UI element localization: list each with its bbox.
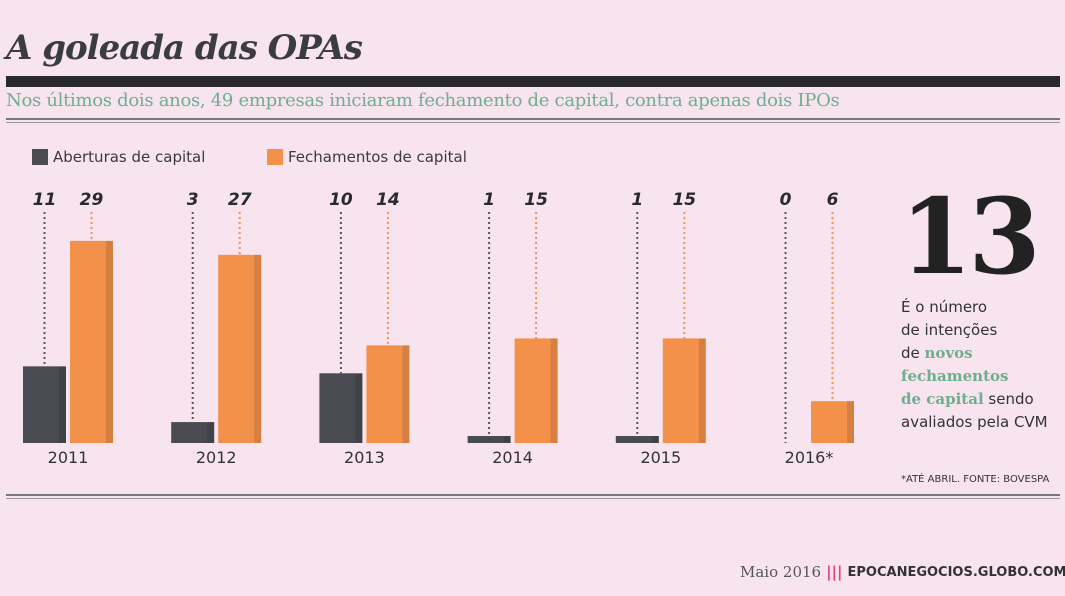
note-green-text: de capital [901, 390, 984, 408]
note-text: de [901, 344, 925, 362]
x-tick-label: 2012 [196, 448, 237, 467]
bar-shade [698, 338, 706, 443]
chart-subtitle: Nos últimos dois anos, 49 empresas inici… [6, 90, 840, 111]
bar-aberturas-2014 [467, 436, 511, 443]
bar-aberturas-2015 [615, 436, 659, 443]
subtitle-rule [6, 118, 1060, 123]
legend-item-fechamentos: Fechamentos de capital [267, 148, 467, 166]
bar-shade [59, 366, 66, 443]
bar-aberturas-2011 [23, 366, 66, 443]
data-label: 27 [228, 190, 252, 210]
data-label: 3 [187, 190, 199, 210]
legend-item-aberturas: Aberturas de capital [32, 148, 205, 166]
page-footer: Maio 2016 ||| EPOCANEGOCIOS.GLOBO.COM [740, 563, 1065, 581]
x-tick-label: 2015 [640, 448, 681, 467]
bar-shade [550, 338, 558, 443]
bottom-rule [6, 494, 1060, 499]
bar-shade [207, 422, 215, 443]
footer-url: EPOCANEGOCIOS.GLOBO.COM [847, 564, 1065, 580]
note-green-text: novos [924, 344, 973, 362]
bar-shade [402, 345, 410, 443]
bar-shade [254, 254, 262, 443]
data-label: 11 [33, 190, 57, 210]
bar-fechamentos-2013 [366, 345, 410, 443]
note-green-text: fechamentos [901, 367, 1009, 385]
note-line: É o número [901, 298, 988, 316]
bar-shade [355, 373, 363, 443]
bar-fechamentos-2015 [662, 338, 706, 443]
title-rule [6, 76, 1060, 87]
legend-swatch [32, 149, 48, 165]
footer-separator: ||| [826, 563, 843, 581]
source-note: *ATÉ ABRIL. FONTE: BOVESPA [901, 474, 1050, 485]
x-tick-label: 2011 [48, 448, 89, 467]
data-label: 15 [524, 190, 548, 210]
bar-shade [503, 436, 511, 443]
note-line: de novos [901, 342, 1048, 365]
note-text: sendo [983, 390, 1034, 408]
footer-date: Maio 2016 [740, 563, 822, 581]
data-label: 15 [672, 190, 696, 210]
data-label: 6 [827, 190, 839, 210]
data-label: 1 [631, 190, 643, 210]
legend-swatch [267, 149, 283, 165]
x-tick-label: 2014 [492, 448, 533, 467]
bar-fechamentos-2016* [811, 401, 854, 443]
data-label: 0 [780, 190, 792, 210]
note-line: avaliados pela CVM [901, 413, 1048, 431]
legend-label: Aberturas de capital [53, 148, 206, 166]
x-tick-label: 2013 [344, 448, 385, 467]
data-label: 1 [483, 190, 495, 210]
bar-aberturas-2012 [171, 422, 215, 443]
data-label: 29 [80, 190, 104, 210]
bar-shade [651, 436, 659, 443]
note-line: de capital sendo [901, 388, 1048, 411]
data-label: 10 [329, 190, 353, 210]
bar-shade [106, 240, 113, 443]
bar-shade [847, 401, 854, 443]
highlight-number: 13 [900, 175, 1041, 298]
x-tick-label: 2016* [785, 448, 834, 467]
note-line: de intenções [901, 321, 998, 339]
data-label: 14 [376, 190, 400, 210]
highlight-note: É o número de intenções de novos fechame… [901, 296, 1048, 434]
bar-aberturas-2013 [319, 373, 363, 443]
legend-label: Fechamentos de capital [288, 148, 467, 166]
chart-title: A goleada das OPAs [6, 28, 363, 68]
bar-fechamentos-2012 [218, 254, 262, 443]
bar-fechamentos-2011 [70, 240, 113, 443]
bar-fechamentos-2014 [514, 338, 558, 443]
